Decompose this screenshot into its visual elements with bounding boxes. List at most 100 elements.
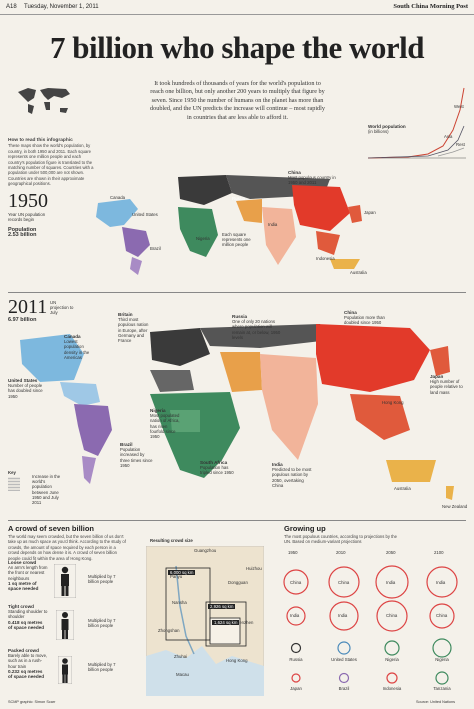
label-1950-brazil: Brazil (150, 246, 161, 251)
label-2011-russia-name: Russia (232, 314, 248, 319)
label-1950-indonesia: Indonesia (316, 256, 335, 261)
pop-1950: Population 2.53 billion (8, 227, 37, 239)
growing-year-2010: 2010 (336, 550, 346, 555)
page-number: A18 (6, 4, 17, 10)
label-2011-us: United States Number of people has doubl… (8, 378, 44, 399)
growing-2010-2: India (338, 613, 348, 618)
growing-2100-1: India (436, 580, 446, 585)
page-header: A18 Tuesday, November 1, 2011 South Chin… (0, 0, 474, 15)
crowd-row-loose-mult: Multiplied by 7 billion people (88, 574, 116, 585)
map-1950-asia (236, 185, 362, 265)
growing-1950-4: Japan (290, 686, 302, 691)
page-title: 7 billion who shape the world (50, 30, 424, 65)
label-2011-brazil-name: Brazil (120, 442, 133, 447)
map-2011-europe (150, 328, 210, 392)
label-1950-australia: Australia (350, 270, 367, 275)
map-2011-russia (200, 324, 330, 348)
how-to-read: How to read this infographic These maps … (8, 137, 98, 187)
person-icon (58, 656, 72, 684)
map-1950 (96, 175, 362, 275)
map-2011 (20, 324, 454, 500)
label-1950-nigeria: Nigeria (196, 236, 210, 241)
crowd-box-tight: 2,926 sq km (208, 604, 236, 610)
crowd-row-loose-space: 1 sq metre of space needed (8, 580, 39, 592)
label-2011-russia-note: One of only 20 nations where population … (232, 319, 281, 340)
crowd-intro: The world may seem crowded, but the seve… (8, 534, 126, 561)
crowd-row-packed: Packed crowd Barely able to move, such a… (8, 648, 138, 692)
map-2011-oceania (386, 460, 454, 500)
label-1950-us: United States (132, 212, 158, 217)
divider-2 (8, 520, 466, 521)
crowd-map-guangzhou: Guangzhou (194, 548, 217, 553)
crowd-title: A crowd of seven billion (8, 524, 94, 533)
map-2011-mideast (220, 352, 262, 392)
growing-circles (283, 565, 458, 685)
label-2011-japan-name: Japan (430, 374, 444, 379)
crowd-map-zhongshan: Zhongshan (158, 628, 180, 633)
crowd-map-dongguan: Dongguan (228, 580, 248, 585)
map-1950-americas (96, 199, 150, 275)
growing-2010-3: United States (331, 657, 357, 662)
label-2011-nigeria: Nigeria Most populated nation of Africa,… (150, 408, 182, 439)
label-1950-japan: Japan (364, 210, 376, 215)
map-1950-africa (178, 207, 218, 257)
map-2011-americas (20, 334, 112, 484)
growing-2100-4: Tanzania (433, 686, 451, 691)
pop-2011-value: 6.97 billion (8, 317, 37, 323)
label-2011-india-note: Predicted to be most populous nation by … (272, 467, 312, 488)
label-2011-china-name: China (344, 310, 357, 315)
crowd-map-macau: Macau (176, 672, 189, 677)
pop-2011: 6.97 billion (8, 317, 37, 323)
map-1950-europe (178, 175, 232, 205)
person-icon (54, 564, 76, 598)
crowd-map-nansha: Nansha (172, 600, 187, 605)
growing-title: Growing up (284, 524, 326, 533)
pop-1950-value: 2.53 billion (8, 232, 37, 239)
label-2011-south-africa-note: Population has tripled since 1950 (200, 465, 234, 476)
crowd-map-huizhou: Huizhou (246, 566, 262, 571)
label-2011-britain-note: Third most populous nation in Europe, af… (118, 317, 149, 344)
label-2011-china: China Population more than doubled since… (344, 310, 394, 326)
label-2011-canada-name: Canada (64, 334, 81, 339)
year-2011: 2011 (8, 296, 48, 318)
label-2011-hong-kong: Hong Kong (382, 400, 404, 405)
growing-2100-3: Nigeria (435, 657, 449, 662)
label-2011-us-note: Number of people has doubled since 1950 (8, 383, 43, 399)
person-icon (56, 610, 74, 640)
label-2011-britain-name: Britain (118, 312, 133, 317)
label-2011-russia: Russia One of only 20 nations where popu… (232, 314, 282, 340)
crowd-map-panyu: Panyu (170, 574, 183, 579)
crowd-row-tight-mult: Multiplied by 7 billion people (88, 618, 116, 629)
chart-series-asia: Asia (444, 134, 453, 139)
label-1950-china-name: China (288, 170, 301, 175)
crowd-row-packed-name: Packed crowd (8, 648, 39, 653)
label-2011-india-name: India (272, 462, 283, 467)
divider-1 (8, 292, 466, 293)
growing-grid: 1950 2010 2050 2100 China China India In… (282, 550, 468, 700)
map-2011-india (260, 354, 318, 460)
growing-2050-2: China (386, 613, 398, 618)
growing-2010-4: Brazil (338, 686, 350, 691)
crowd-row-tight-desc: Standing shoulder to shoulder (8, 609, 48, 620)
page-date: Tuesday, November 1, 2011 (24, 4, 99, 10)
map-2011-africa (150, 392, 240, 478)
label-2011-india: India Predicted to be most populous nati… (272, 462, 312, 488)
pop-1950-label: Population (8, 227, 37, 233)
key-title: Key (8, 470, 16, 475)
crowd-row-loose-desc: An arm's length from the front or neares… (8, 565, 48, 581)
label-2011-nigeria-name: Nigeria (150, 408, 166, 413)
source: Source: United Nations (416, 700, 456, 704)
crowd-rows: Loose crowd An arm's length from the fro… (8, 560, 138, 692)
label-2011-australia: Australia (394, 486, 411, 491)
chart-series-rest: Rest (456, 142, 465, 147)
chart-series-west: West (454, 104, 464, 109)
map-2011-seasia (350, 346, 450, 440)
growing-2050-4: Indonesia (382, 686, 402, 691)
label-2011-britain: Britain Third most populous nation in Eu… (118, 312, 150, 343)
crowd-row-tight: Tight crowd Standing shoulder to shoulde… (8, 604, 138, 648)
growing-subtitle: The most populous countries, according t… (284, 534, 397, 545)
label-2011-us-name: United States (8, 378, 38, 383)
map-2011-china (316, 324, 430, 392)
crowd-row-loose-name: Loose crowd (8, 560, 37, 565)
label-2011-brazil-note: Population increased by three times sinc… (120, 447, 153, 468)
